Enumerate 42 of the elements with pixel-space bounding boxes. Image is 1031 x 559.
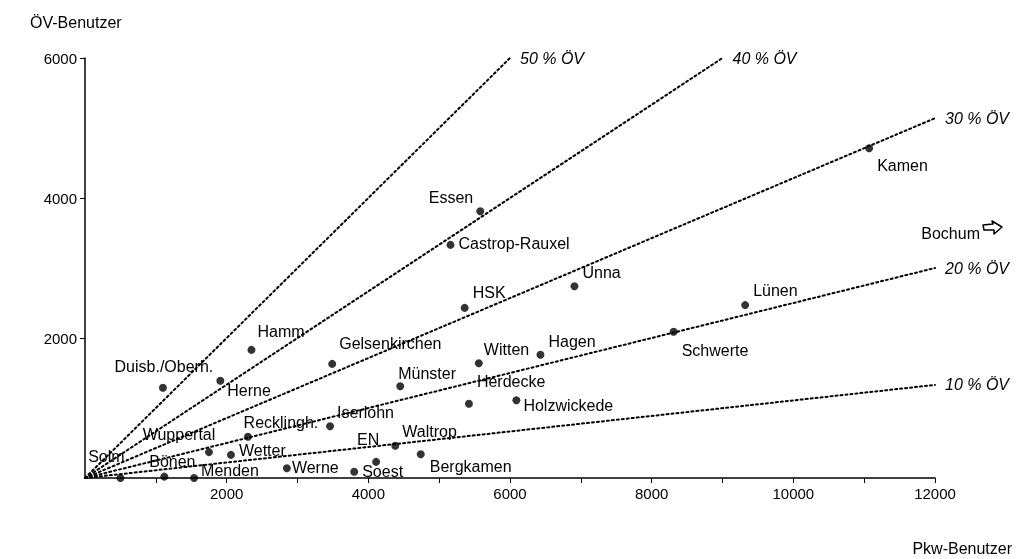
annotation: Herne [227, 382, 271, 400]
annotation: Werne [291, 458, 339, 476]
y-axis-title: ÖV-Benutzer [30, 13, 123, 31]
annotation: Hagen [548, 333, 596, 351]
annotation: Witten [483, 340, 530, 358]
annotation: Essen [428, 188, 474, 206]
annotation: Bochum [921, 224, 980, 242]
annotation: Hamm [257, 323, 305, 341]
annotation: Bergkamen [429, 457, 512, 475]
series-label: 40 % ÖV [732, 49, 798, 67]
annotation: Wetter [238, 442, 287, 460]
x-tick-label: 4000 [351, 485, 386, 502]
annotation: Recklingh. [243, 414, 319, 432]
y-tick-label: 6000 [43, 49, 77, 67]
annotation: Holzwickede [523, 396, 614, 414]
annotation: Iserlohn [337, 403, 395, 421]
x-tick-label: 6000 [493, 485, 527, 502]
annotation: Castrop-Rauxel [458, 235, 570, 253]
x-tick-label: 8000 [634, 485, 669, 502]
series-label: 50 % ÖV [520, 49, 586, 67]
annotation: Menden [201, 461, 259, 479]
x-tick-label: 10000 [772, 485, 815, 502]
series-label: 10 % ÖV [945, 376, 1011, 394]
annotation: Bönen [149, 453, 196, 471]
y-tick-label: 2000 [43, 329, 77, 347]
annotation: Münster [398, 364, 457, 382]
annotation: Schwerte [681, 342, 749, 360]
annotation: Lünen [753, 281, 798, 299]
series-label: 30 % ÖV [945, 109, 1011, 127]
annotation: Herdecke [476, 373, 546, 391]
annotation: EN [357, 431, 380, 449]
annotation: Unna [582, 263, 621, 281]
series-label: 20 % ÖV [944, 259, 1011, 277]
annotation: Waltrop [402, 423, 457, 441]
annotation: Soest [362, 463, 404, 481]
x-tick-label: 2000 [209, 485, 244, 502]
annotation: HSK [472, 284, 506, 302]
x-tick-label: 12000 [914, 485, 956, 502]
y-tick-label: 4000 [43, 189, 77, 207]
annotation: Kamen [877, 156, 928, 174]
annotation: Duisb./Oberh. [114, 358, 214, 376]
x-axis-title: Pkw-Benutzer [912, 539, 1013, 557]
